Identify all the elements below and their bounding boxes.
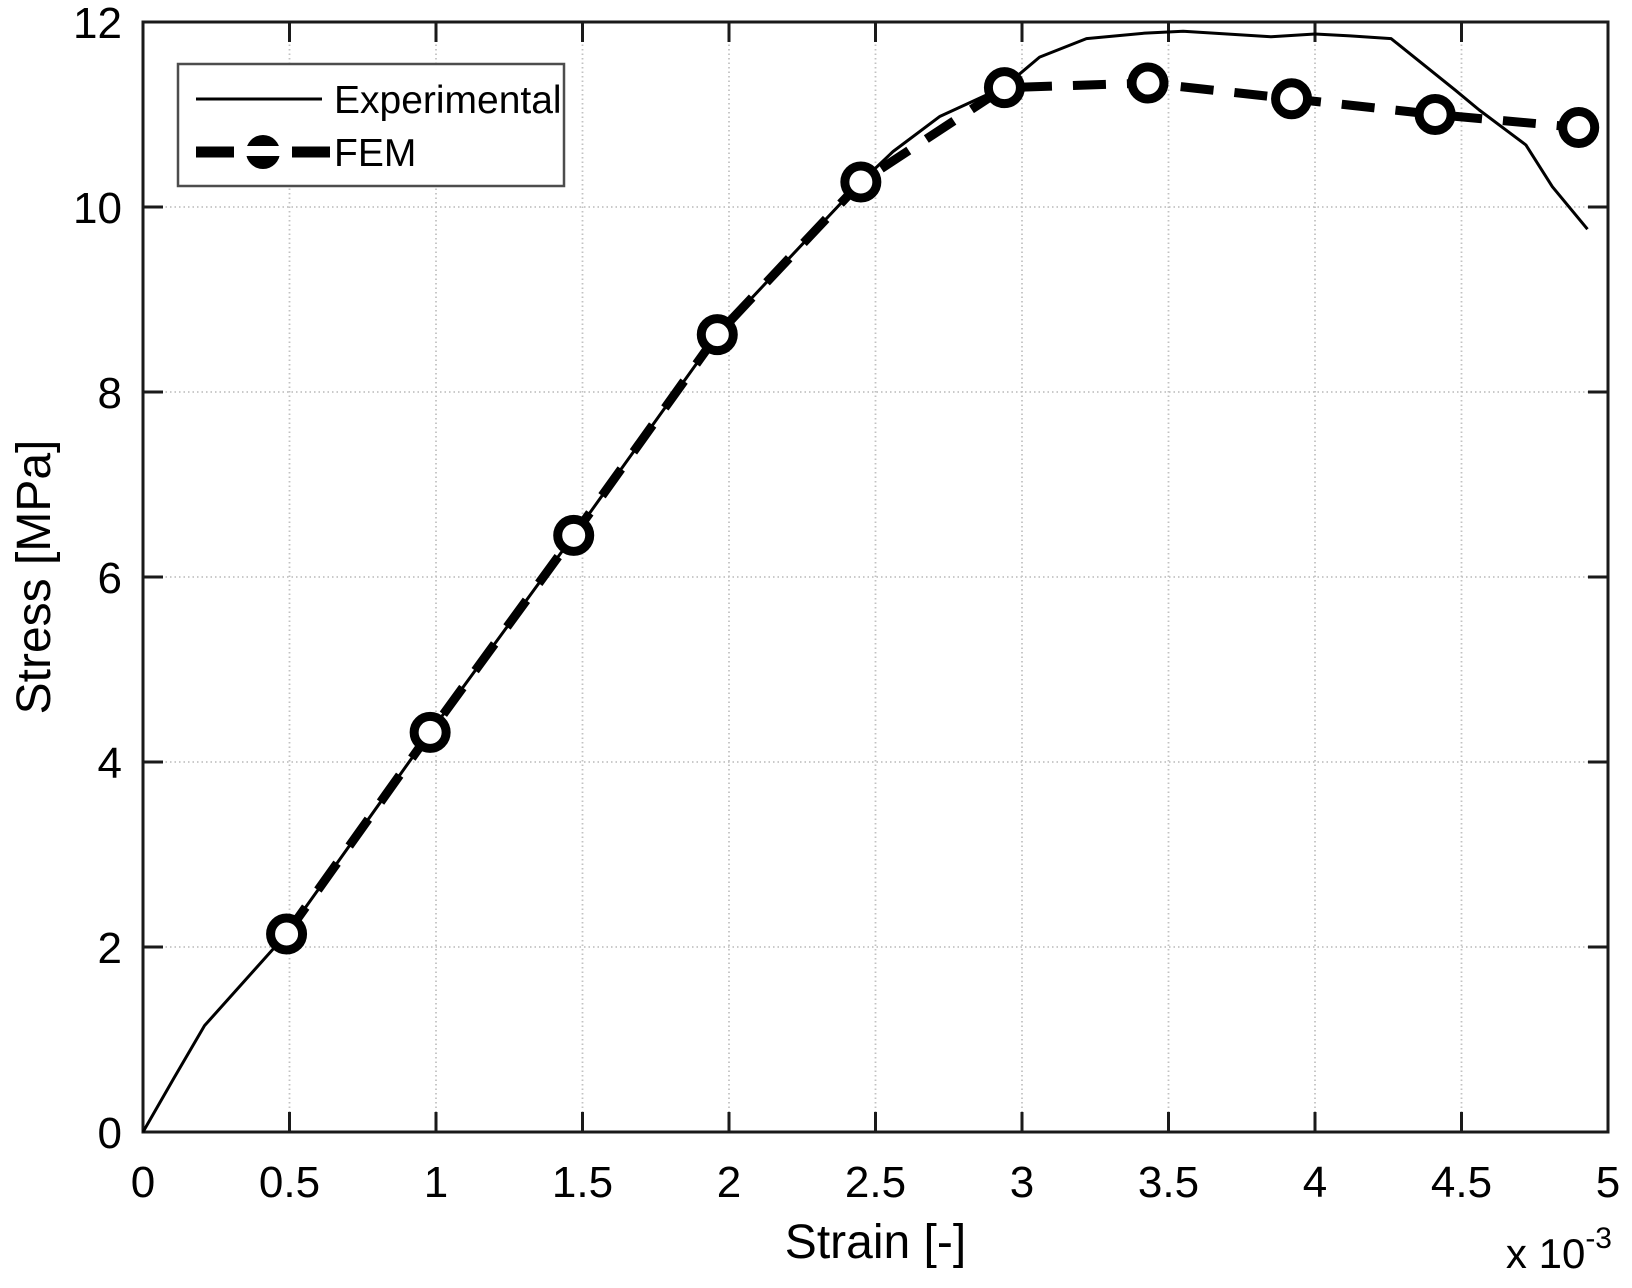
x-tick-label: 0: [131, 1158, 155, 1207]
fem-marker: [409, 711, 451, 753]
y-tick-label: 0: [98, 1109, 122, 1158]
y-tick-label: 2: [98, 924, 122, 973]
fem-marker: [1271, 78, 1313, 120]
x-tick-label: 2: [717, 1158, 741, 1207]
y-tick-label: 6: [98, 554, 122, 603]
x-tick-label: 5: [1596, 1158, 1620, 1207]
x-tick-label: 4.5: [1431, 1158, 1492, 1207]
fem-marker: [696, 314, 738, 356]
legend-fem-sample-marker-gap: [245, 146, 281, 156]
y-tick-label: 12: [73, 0, 122, 48]
x-tick-label: 3: [1010, 1158, 1034, 1207]
legend-experimental-label: Experimental: [334, 79, 562, 122]
x-tick-label: 1.5: [552, 1158, 613, 1207]
fem-marker: [553, 514, 595, 556]
y-tick-label: 4: [98, 739, 122, 788]
x-tick-label: 3.5: [1138, 1158, 1199, 1207]
legend-fem-label: FEM: [334, 132, 416, 175]
fem-marker: [1414, 94, 1456, 135]
x-tick-label: 4: [1303, 1158, 1327, 1207]
series-fem-line: [282, 78, 1580, 937]
x-tick-label: 2.5: [845, 1158, 906, 1207]
fem-marker: [983, 67, 1025, 109]
x-axis-label: Strain [-]: [785, 1216, 966, 1269]
y-axis-label: Stress [MPa]: [8, 440, 61, 715]
fem-marker: [840, 161, 882, 203]
y-tick-label: 8: [98, 369, 122, 418]
fem-marker: [1558, 106, 1600, 148]
x-tick-label: 0.5: [259, 1158, 320, 1207]
y-tick-label: 10: [73, 184, 122, 233]
x-tick-label: 1: [424, 1158, 448, 1207]
fem-marker: [1127, 62, 1169, 104]
legend-box: [176, 62, 566, 188]
x-axis-multiplier: x 10-3: [1506, 1222, 1612, 1277]
fem-marker: [266, 913, 308, 955]
